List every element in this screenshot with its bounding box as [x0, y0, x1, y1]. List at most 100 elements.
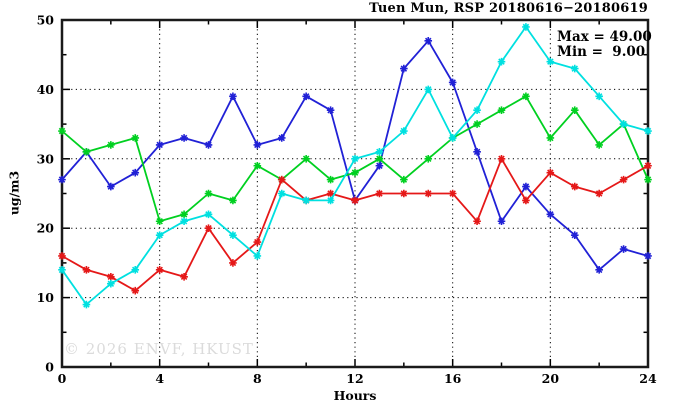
data-point-station-blue-h0: [58, 175, 66, 184]
data-point-station-cyan-h5: [180, 217, 188, 226]
data-point-station-green-h5: [180, 210, 188, 219]
data-point-station-green-h22: [595, 141, 603, 149]
y-tick-label: 40: [37, 82, 55, 97]
data-point-station-blue-h21: [570, 231, 579, 239]
data-point-station-cyan-h6: [204, 210, 213, 219]
data-point-station-blue-h16: [448, 78, 457, 87]
data-point-station-cyan-h20: [546, 57, 555, 66]
data-point-station-green-h8: [253, 161, 262, 170]
data-point-station-red-h8: [253, 238, 262, 246]
data-point-station-blue-h24: [644, 252, 652, 260]
data-point-station-cyan-h9: [277, 189, 286, 198]
data-point-station-red-h13: [375, 189, 384, 198]
data-point-station-green-h18: [497, 106, 506, 115]
data-point-station-red-h9: [277, 175, 286, 184]
x-tick-label: 8: [253, 371, 262, 386]
data-point-station-green-h19: [522, 92, 530, 101]
data-point-station-green-h0: [58, 127, 66, 135]
data-point-station-green-h15: [424, 155, 433, 163]
x-tick-label: 16: [444, 371, 462, 386]
data-point-station-red-h2: [107, 272, 115, 281]
data-point-station-cyan-h14: [400, 127, 408, 135]
data-point-station-green-h12: [351, 168, 359, 177]
data-point-station-red-h12: [351, 196, 359, 205]
data-point-station-red-h20: [546, 168, 555, 177]
data-point-station-cyan-h2: [107, 279, 115, 288]
data-point-station-red-h19: [522, 196, 530, 205]
data-point-station-blue-h17: [473, 148, 481, 156]
data-point-station-cyan-h15: [424, 85, 433, 94]
data-point-station-cyan-h7: [229, 231, 237, 239]
data-point-station-cyan-h23: [619, 120, 628, 128]
data-point-station-red-h22: [595, 189, 603, 198]
data-point-station-red-h14: [400, 189, 408, 198]
plot-frame: [60, 18, 650, 369]
y-tick-label: 10: [37, 290, 55, 305]
data-point-station-green-h17: [473, 120, 481, 128]
data-point-station-green-h2: [107, 141, 115, 149]
data-point-station-cyan-h17: [473, 106, 481, 115]
data-point-station-red-h11: [326, 189, 335, 198]
min-value-label: Min = 9.00: [557, 44, 646, 60]
data-point-station-cyan-h1: [82, 300, 91, 309]
data-point-station-green-h20: [546, 134, 555, 142]
data-point-station-red-h1: [82, 266, 91, 274]
data-point-station-red-h5: [180, 272, 188, 281]
data-point-station-blue-h11: [326, 106, 335, 115]
data-point-station-green-h3: [131, 134, 140, 142]
data-point-station-cyan-h3: [131, 266, 140, 274]
data-point-station-cyan-h0: [58, 266, 66, 274]
data-point-station-green-h4: [155, 217, 164, 226]
data-point-station-green-h11: [326, 175, 335, 184]
y-tick-label: 0: [45, 360, 54, 375]
data-point-station-blue-h10: [302, 92, 310, 101]
max-value-label: Max = 49.00: [557, 29, 652, 45]
series-line-station-cyan: [61, 25, 649, 306]
data-point-station-blue-h14: [400, 64, 408, 73]
data-point-station-blue-h5: [180, 134, 188, 142]
y-tick-label: 30: [37, 151, 55, 166]
data-point-station-blue-h3: [131, 168, 140, 177]
x-axis-label: Hours: [333, 388, 377, 403]
data-point-station-blue-h2: [107, 182, 115, 191]
data-point-station-green-h7: [229, 196, 237, 205]
data-point-station-red-h7: [229, 259, 237, 267]
data-point-station-green-h13: [375, 155, 384, 163]
data-point-station-cyan-h11: [326, 196, 335, 205]
data-point-station-blue-h9: [277, 134, 286, 142]
data-point-station-red-h17: [473, 217, 481, 226]
chart-title: Tuen Mun, RSP 20180616−20180619: [369, 1, 648, 16]
data-point-station-red-h23: [619, 175, 628, 184]
x-tick-label: 24: [639, 371, 657, 386]
data-point-station-blue-h4: [155, 141, 164, 149]
y-tick-label: 50: [37, 13, 55, 28]
data-point-station-blue-h20: [546, 210, 555, 219]
data-point-station-blue-h22: [595, 266, 603, 274]
data-point-station-blue-h13: [375, 161, 384, 170]
data-point-station-cyan-h13: [375, 148, 384, 156]
data-point-station-cyan-h12: [351, 155, 359, 163]
data-point-station-cyan-h16: [448, 134, 457, 142]
data-point-station-red-h0: [58, 252, 66, 260]
x-tick-label: 12: [346, 371, 363, 386]
data-point-station-blue-h7: [229, 92, 237, 101]
data-point-station-cyan-h22: [595, 92, 603, 101]
data-point-station-green-h10: [302, 155, 310, 163]
data-point-station-green-h24: [644, 175, 652, 184]
data-point-station-red-h4: [155, 266, 164, 274]
y-axis-label: ug/m3: [6, 170, 22, 216]
data-point-station-cyan-h19: [522, 23, 530, 31]
data-point-station-blue-h6: [204, 141, 213, 149]
data-point-station-blue-h23: [619, 245, 628, 253]
data-point-station-cyan-h18: [497, 57, 506, 66]
data-point-station-green-h1: [82, 148, 91, 156]
watermark: © 2026 ENVF, HKUST: [64, 340, 254, 358]
data-point-station-blue-h8: [253, 141, 262, 149]
series-line-station-red: [61, 157, 649, 292]
x-tick-label: 20: [542, 371, 560, 386]
data-point-station-red-h16: [448, 189, 457, 198]
data-point-station-cyan-h10: [302, 196, 310, 205]
data-point-station-green-h14: [400, 175, 408, 184]
